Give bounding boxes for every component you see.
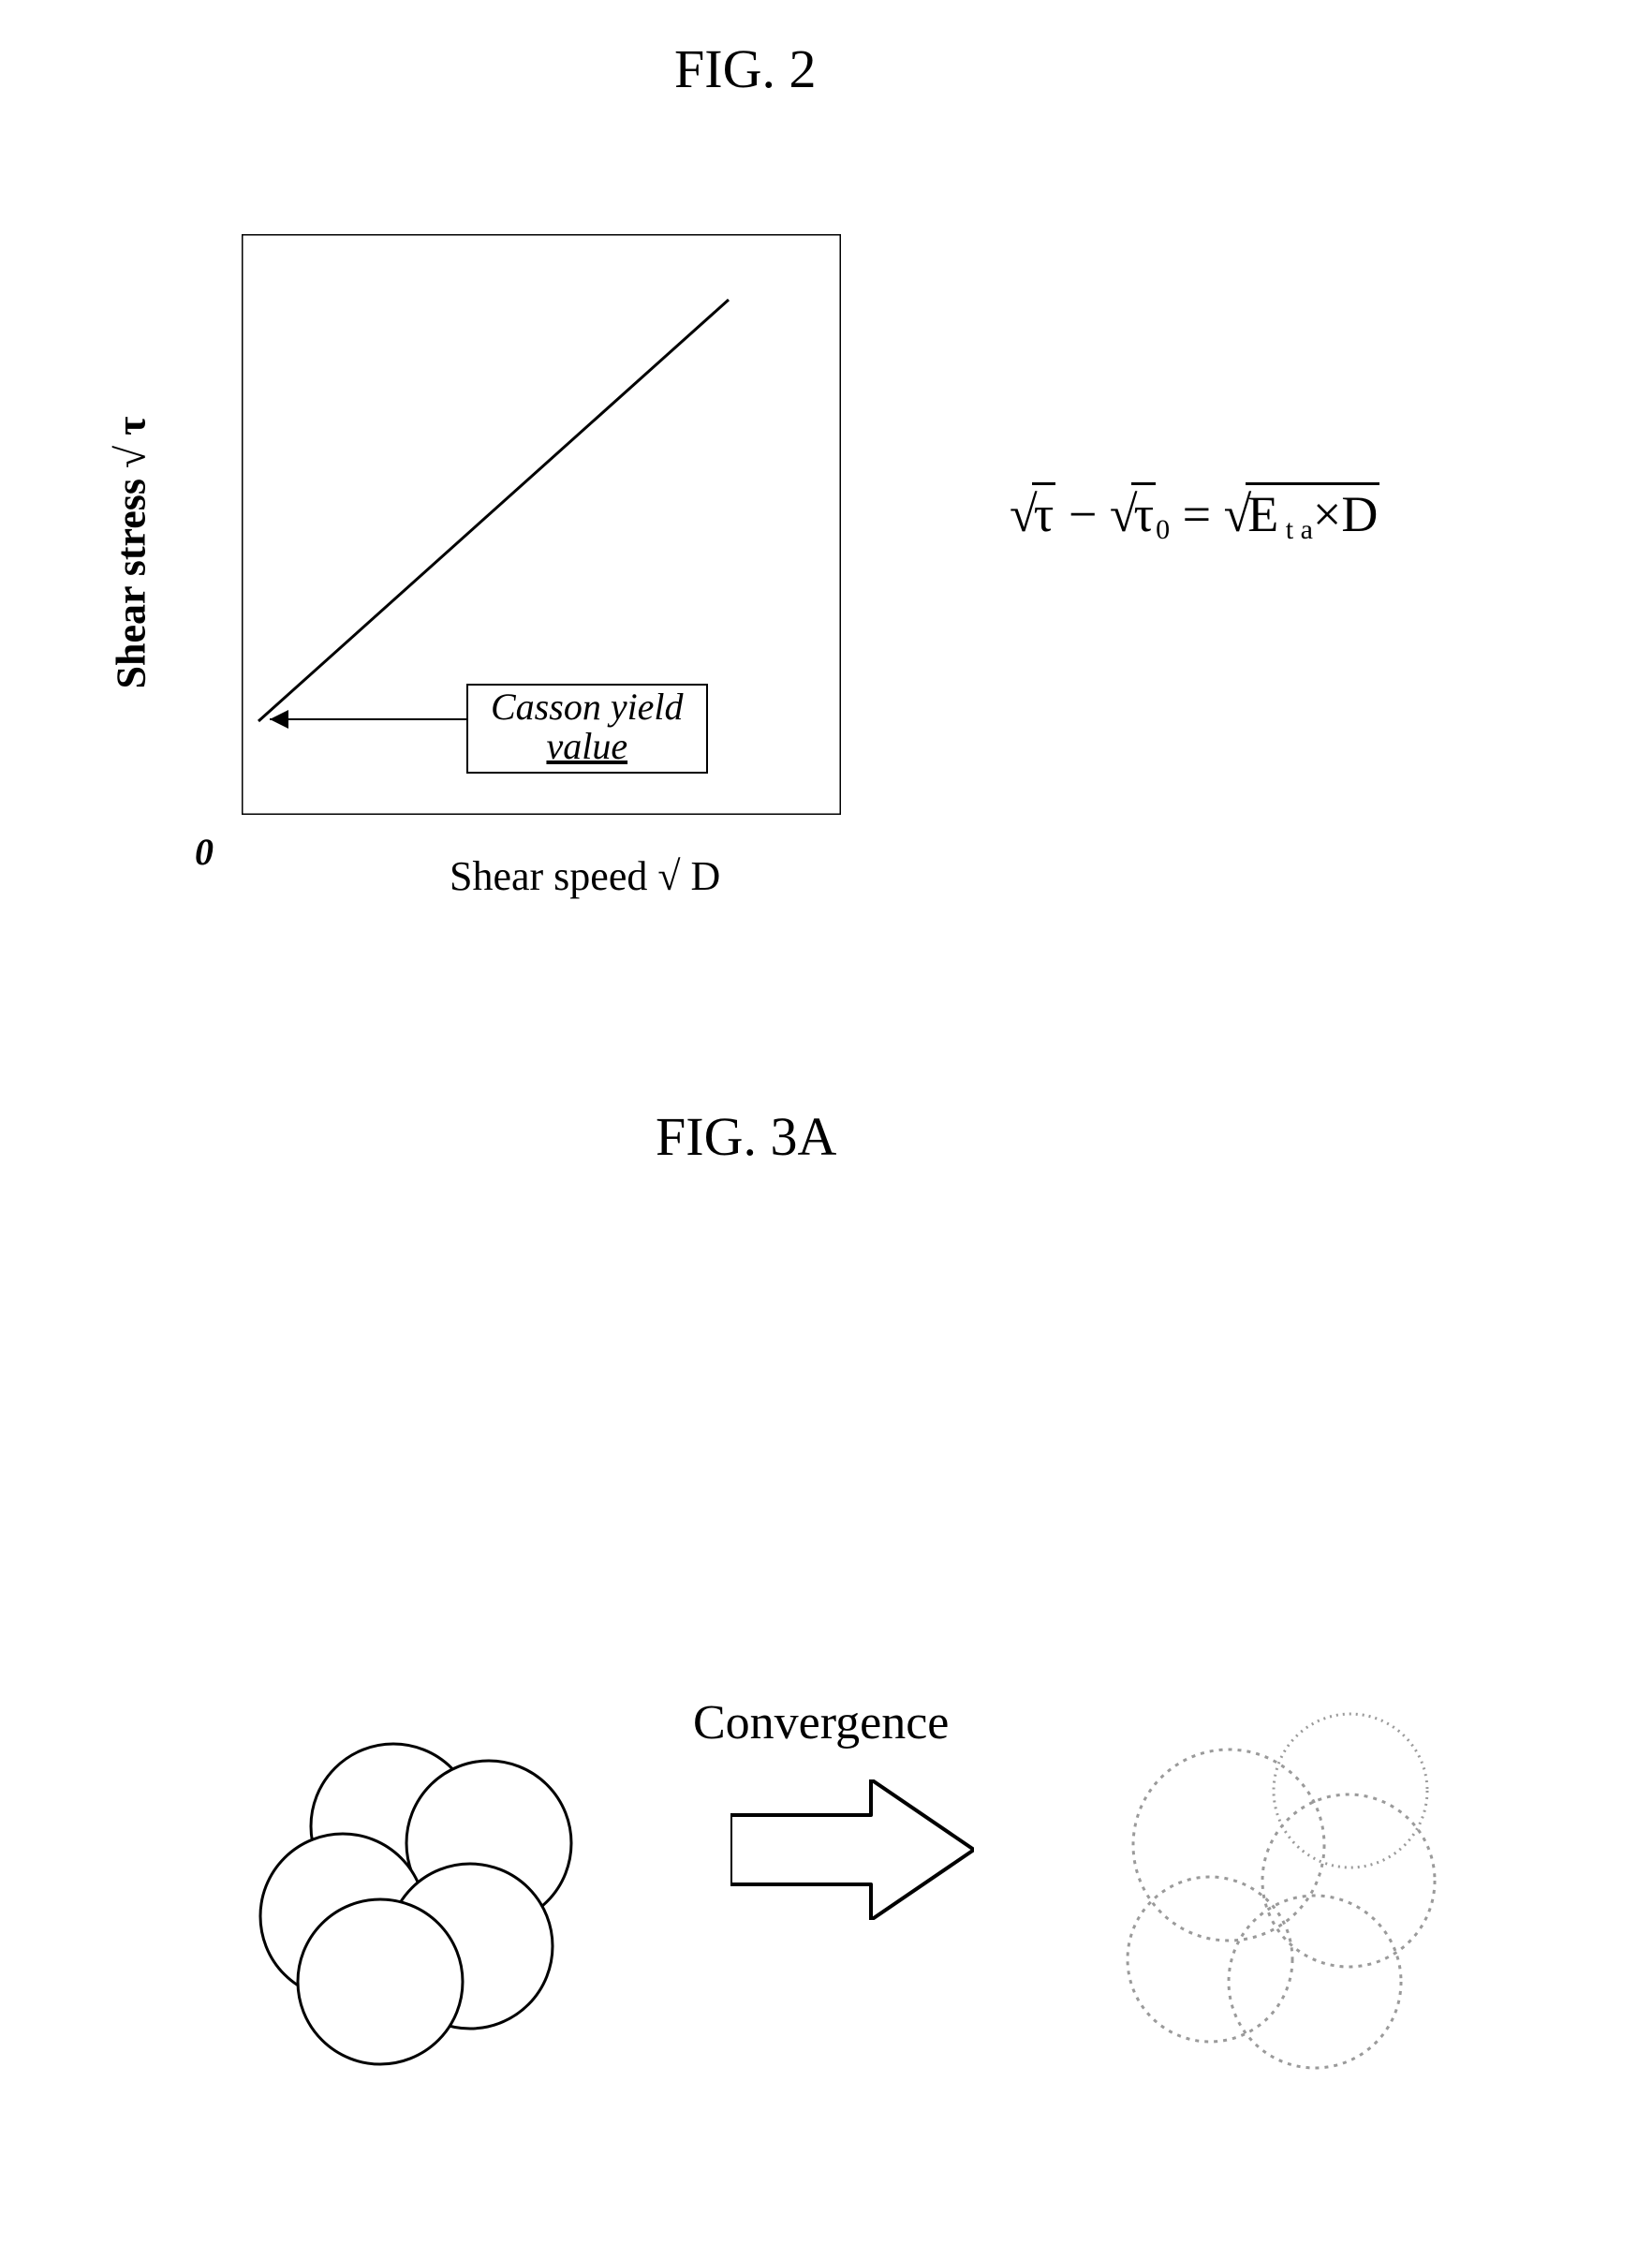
eq-tau0: τ [1133,486,1154,542]
sqrt-eta-d: √ E t a×D [1224,482,1380,548]
casson-yield-callout: Casson yield value [466,684,708,774]
casson-equation: √τ − √τ0 = √ E t a×D [1010,482,1379,548]
sqrt-tau: √τ [1010,482,1055,545]
eq-ta-sub: t a [1278,514,1313,545]
arrow-svg [730,1779,974,1920]
casson-line2: value [546,725,627,767]
eq-tau: τ [1034,486,1055,542]
eq-xD: ×D [1313,486,1378,542]
y-axis-label-text: Shear stress √ τ [109,417,155,689]
fig2-title: FIG. 2 [674,37,816,100]
convergence-label: Convergence [693,1695,949,1750]
eq-equals: = [1183,486,1224,542]
page: FIG. 2 Shear stress √ τ 0 Shear speed √ … [0,0,1652,2259]
eq-E: E [1247,486,1278,542]
sqrt-tau0: √τ0 [1110,482,1170,546]
cluster-right [1105,1705,1480,2084]
cluster-left-svg [253,1733,590,2070]
y-axis-label: Shear stress √ τ [108,417,155,689]
x-axis-label-text: Shear speed √ D [450,853,720,899]
fig2-block: Shear stress √ τ 0 Shear speed √ D Casso… [112,234,1536,965]
convergence-arrow-icon [730,1779,974,1925]
casson-line1: Casson yield [491,686,684,728]
cluster-right-svg [1105,1705,1480,2079]
chart-wrap: Shear stress √ τ 0 Shear speed √ D Casso… [140,234,871,871]
eq-tau0-sub: 0 [1156,514,1170,545]
origin-label: 0 [195,830,214,874]
eq-minus: − [1069,486,1097,542]
cluster-left [253,1733,590,2074]
fig3a-block: Convergence [112,1424,1536,2098]
x-axis-label: Shear speed √ D [450,852,720,900]
fig3a-title: FIG. 3A [656,1105,836,1168]
